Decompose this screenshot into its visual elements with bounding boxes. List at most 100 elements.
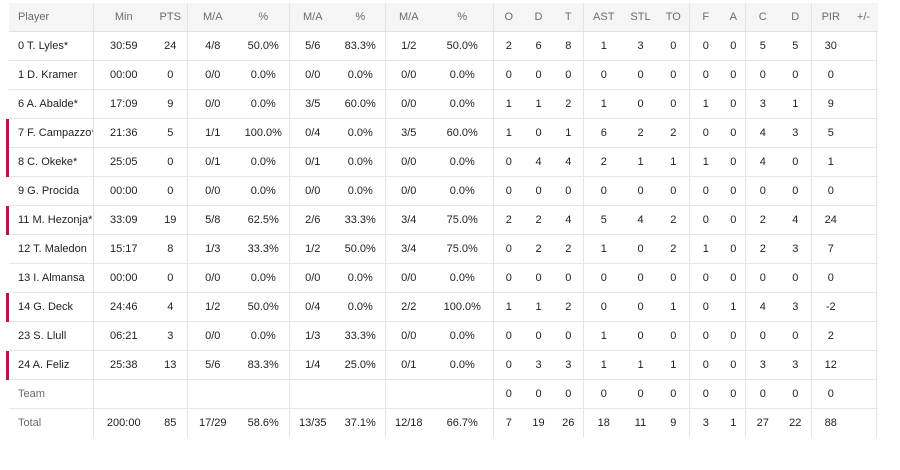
header-blocks-against[interactable]: D [779,3,812,32]
header-ft-pct[interactable]: % [431,3,494,32]
stat-cell-fouls-committed: 0 [689,321,722,351]
stat-cell-ft-pct: 0.0% [431,89,494,119]
stat-cell-def-reb: 0 [523,176,554,206]
stat-cell-ast: 0 [583,379,624,409]
player-name[interactable]: 6 A. Abalde* [7,89,94,119]
stat-cell-ft-ma: 12/18 [394,417,423,429]
stat-cell-min: 24:46 [93,292,154,322]
stat-cell-2p-pct: 0.0% [237,60,290,90]
stat-cell-plus-minus [849,176,878,206]
stat-cell-min: 00:00 [93,60,154,90]
stat-cell-ft-pct: 50.0% [431,31,494,61]
stat-cell-off-reb: 0 [493,263,524,293]
stat-cell-fouls-received: 1 [721,292,746,322]
header-to[interactable]: TO [657,3,690,32]
stat-cell-pts: 85 [153,408,188,437]
player-row: 14 G. Deck 24:46 4 1/2 50.0% 0/4 0.0% 2/2 100.0%… [6,292,878,322]
header-fouls-received[interactable]: A [721,3,746,32]
stat-cell-pir: 5 [811,118,850,148]
stat-cell-stl: 0 [623,89,658,119]
stat-cell-fouls-committed: 0 [689,176,722,206]
header-stl[interactable]: STL [623,3,658,32]
header-off-reb[interactable]: O [493,3,524,32]
player-name[interactable]: 1 D. Kramer [7,60,94,90]
stat-cell-ft-pct: 66.7% [431,408,494,437]
header-tot-reb[interactable]: T [553,3,584,32]
header-2p-ma[interactable]: M/A [187,3,238,32]
player-name[interactable]: 8 C. Okeke* [6,147,94,177]
stat-cell-ft-ma: 0/1 [385,350,432,380]
stat-cell-3p-pct: 60.0% [335,89,386,119]
player-name[interactable]: 14 G. Deck [6,292,94,322]
stat-cell-2p-ma: 0/0 [187,176,238,206]
stat-cell-fouls-committed: 0 [689,205,722,235]
player-name[interactable]: 24 A. Feliz [6,350,94,380]
stat-cell-tot-reb: 3 [553,350,584,380]
stat-cell-plus-minus [849,292,878,322]
stat-cell-2p-pct: 100.0% [237,118,290,148]
stat-cell-2p-pct: 62.5% [237,205,290,235]
header-3p-pct[interactable]: % [335,3,386,32]
header-plus-minus[interactable]: +/- [849,3,878,32]
stat-cell-blocks-favor: 0 [745,263,780,293]
stat-cell-3p-ma [289,379,336,409]
stat-cell-3p-pct: 0.0% [335,263,386,293]
player-name[interactable]: 12 T. Maledon [7,234,94,264]
player-name[interactable]: 13 I. Almansa [7,263,94,293]
stat-cell-3p-ma: 13/35 [298,417,327,429]
player-row: 0 T. Lyles* 30:59 24 4/8 50.0% 5/6 83.3% 1/2 50.… [7,31,878,61]
stat-cell-off-reb: 1 [493,118,524,148]
stat-cell-blocks-favor: 4 [745,292,780,322]
stat-cell-pts: 0 [153,263,188,293]
stat-cell-ft-pct: 0.0% [431,350,494,380]
boxscore-table-wrapper: Player Min PTS M/A% M/A% M/A% O D T AST STL TO F A C D P… [6,3,878,437]
header-def-reb[interactable]: D [523,3,554,32]
player-name[interactable]: 23 S. Llull [7,321,94,351]
stat-cell-def-reb: 2 [523,205,554,235]
stat-cell-to: 9 [657,408,690,437]
stat-cell-fouls-committed: 0 [689,350,722,380]
stat-cell-fouls-committed: 3 [702,417,709,429]
stat-cell-3p-pct: 37.1% [335,408,386,437]
header-pts[interactable]: PTS [153,3,188,32]
stat-cell-tot-reb: 2 [553,234,584,264]
header-blocks-favor[interactable]: C [745,3,780,32]
player-name: Total [7,408,94,437]
player-row: 7 F. Campazzo* 21:36 5 1/1 100.0% 0/4 0.0% 3/5 6… [6,118,878,148]
header-3p-ma[interactable]: M/A [289,3,336,32]
stat-cell-fouls-received: 0 [721,147,746,177]
stat-cell-min: 15:17 [93,234,154,264]
stat-cell-ft-ma: 0/0 [385,321,432,351]
header-pir[interactable]: PIR [811,3,850,32]
stat-cell-min: 06:21 [93,321,154,351]
stat-cell-plus-minus [849,89,878,119]
player-name[interactable]: 0 T. Lyles* [7,31,94,61]
header-fouls-committed[interactable]: F [689,3,722,32]
stat-cell-ft-pct: 0.0% [431,176,494,206]
header-player[interactable]: Player [7,3,94,32]
stat-cell-off-reb: 2 [493,31,524,61]
stat-cell-3p-ma: 0/0 [289,176,336,206]
stat-cell-3p-ma: 1/4 [289,350,336,380]
stat-cell-3p-pct: 0.0% [335,176,386,206]
stat-cell-pts: 3 [153,321,188,351]
player-name[interactable]: 7 F. Campazzo* [6,118,94,148]
player-name[interactable]: 9 G. Procida [7,176,94,206]
stat-cell-stl: 0 [623,292,658,322]
stat-cell-min: 17:09 [93,89,154,119]
header-min[interactable]: Min [93,3,154,32]
stat-cell-blocks-favor: 5 [745,31,780,61]
player-row: 6 A. Abalde* 17:09 9 0/0 0.0% 3/5 60.0% 0/0 0.0%… [7,89,878,119]
stat-cell-2p-ma: 0/0 [187,89,238,119]
stat-cell-def-reb: 0 [523,60,554,90]
stat-cell-plus-minus [849,31,878,61]
stat-cell-tot-reb: 0 [553,379,584,409]
header-ft-ma[interactable]: M/A [385,3,432,32]
player-name[interactable]: 11 M. Hezonja* [6,205,94,235]
stat-cell-def-reb: 0 [523,263,554,293]
header-ast[interactable]: AST [583,3,624,32]
stat-cell-ast: 1 [583,89,624,119]
player-row: 8 C. Okeke* 25:05 0 0/1 0.0% 0/1 0.0% 0/0 0.0% 0 4… [6,147,878,177]
header-2p-pct[interactable]: % [237,3,290,32]
stat-cell-def-reb: 0 [523,118,554,148]
